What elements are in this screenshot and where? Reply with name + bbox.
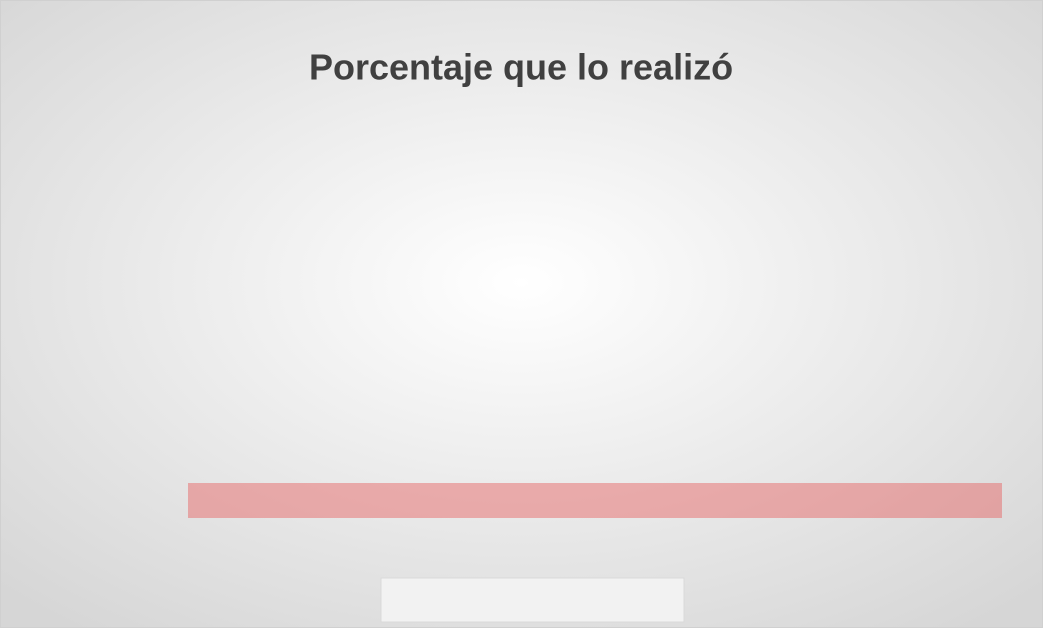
highlight-band: [188, 483, 1002, 518]
legend-box: [380, 577, 685, 623]
chart-title: Porcentaje que lo realizó: [309, 47, 733, 88]
